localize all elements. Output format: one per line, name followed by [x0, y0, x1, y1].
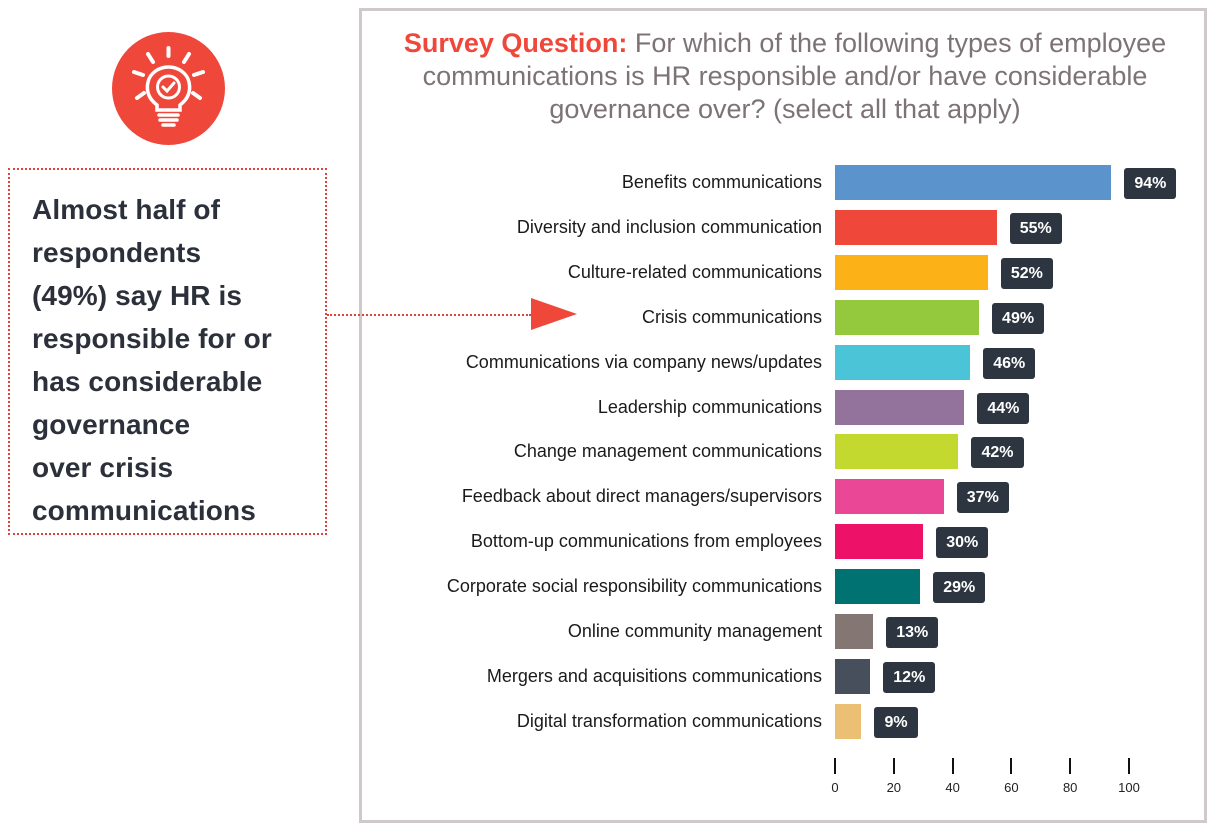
category-label: Bottom-up communications from employees	[470, 531, 822, 552]
callout-line: (49%) say HR is	[32, 280, 243, 311]
category-label: Communications via company news/updates	[465, 351, 822, 372]
bar	[835, 479, 944, 515]
chart-title: Survey Question: For which of the follow…	[370, 27, 1200, 126]
value-label: 55%	[1009, 212, 1062, 244]
x-tick-label: 20	[886, 780, 902, 795]
value-label: 13%	[886, 617, 939, 648]
bar	[835, 703, 862, 739]
lightbulb-check-icon	[112, 32, 225, 145]
callout-line: over crisis	[32, 452, 174, 483]
x-tick-label: 0	[831, 780, 839, 795]
x-tick-label: 80	[1062, 780, 1078, 795]
x-axis-tick	[951, 758, 954, 774]
category-label: Feedback about direct managers/superviso…	[461, 486, 822, 507]
bar	[835, 299, 980, 335]
value-label: 46%	[983, 347, 1036, 379]
chart-frame	[359, 8, 1207, 823]
bar	[835, 658, 871, 694]
value-label: 12%	[883, 661, 936, 693]
value-label: 49%	[992, 302, 1045, 334]
category-label: Crisis communications	[641, 306, 822, 327]
value-label: 30%	[936, 527, 989, 559]
callout-line: responsible for or	[32, 323, 272, 354]
category-label: Leadership communications	[597, 396, 822, 417]
arrow-right-icon	[531, 298, 577, 330]
bar	[835, 389, 965, 425]
value-label: 52%	[1000, 257, 1053, 289]
x-axis-tick	[834, 758, 836, 774]
category-label: Digital transformation communications	[516, 710, 822, 731]
category-label: Online community management	[567, 621, 822, 641]
x-tick-label: 60	[1004, 780, 1019, 795]
x-axis-tick	[1069, 758, 1072, 774]
bar	[835, 569, 921, 605]
bar	[835, 165, 1112, 200]
category-label: Mergers and acquisitions communications	[486, 665, 822, 686]
callout-text: Almost half of respondents (49%) say HR …	[32, 188, 322, 532]
callout-line: communications	[32, 495, 256, 526]
x-axis-tick	[1128, 758, 1130, 774]
bar	[835, 254, 988, 290]
value-label: 37%	[956, 482, 1009, 514]
category-label: Corporate social responsibility communic…	[446, 576, 822, 597]
value-label: 42%	[971, 437, 1024, 469]
category-label: Change management communications	[513, 441, 822, 462]
bar	[835, 209, 997, 245]
category-label: Benefits communications	[621, 172, 822, 192]
chart-title-text: For which of the following types of empl…	[422, 28, 1167, 124]
x-tick-label: 100	[1118, 780, 1140, 795]
x-axis-tick	[1010, 758, 1013, 774]
value-label: 94%	[1124, 168, 1177, 199]
chart-title-lead: Survey Question:	[403, 28, 628, 58]
bar	[835, 614, 874, 649]
x-axis-tick	[892, 758, 895, 774]
bar	[835, 344, 971, 380]
bar	[835, 524, 924, 560]
category-label: Culture-related communications	[567, 261, 822, 282]
callout-line: Almost half of	[32, 194, 221, 225]
callout-connector-line	[327, 314, 531, 316]
value-label: 9%	[874, 706, 918, 738]
callout-line: respondents	[32, 237, 202, 268]
bar	[835, 434, 959, 470]
x-tick-label: 40	[945, 780, 960, 795]
callout-line: has considerable	[32, 366, 263, 397]
callout-line: governance	[32, 409, 191, 440]
category-label: Diversity and inclusion communication	[516, 216, 822, 237]
value-label: 44%	[977, 392, 1030, 424]
value-label: 29%	[933, 572, 986, 604]
callout-box: Almost half of respondents (49%) say HR …	[8, 168, 327, 535]
